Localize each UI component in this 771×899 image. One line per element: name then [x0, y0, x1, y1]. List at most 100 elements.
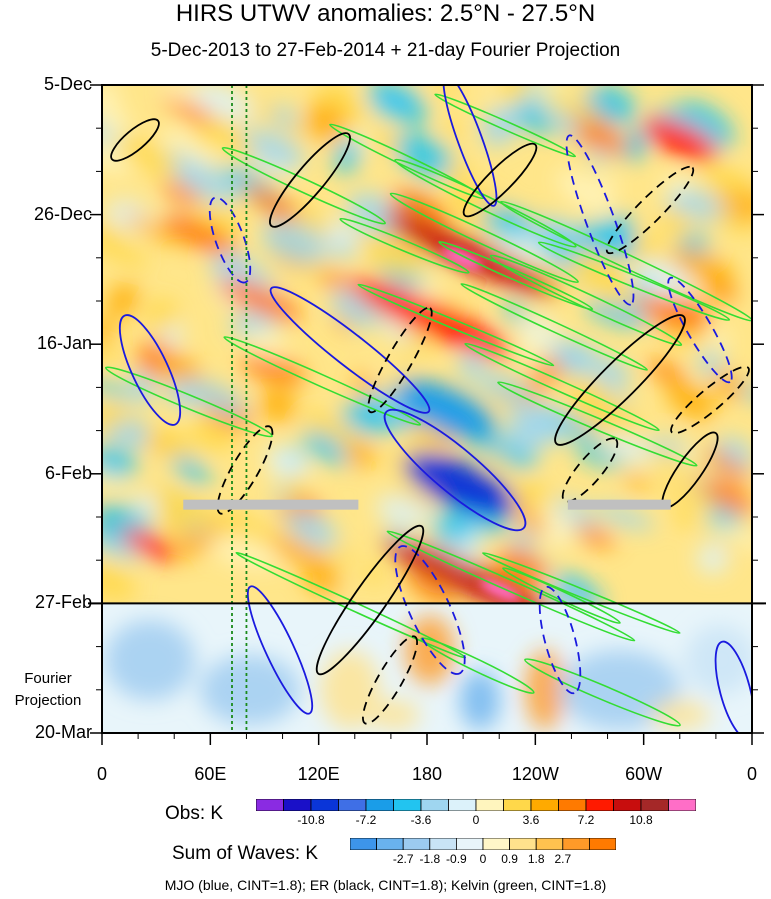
anomaly-streak	[218, 278, 302, 322]
anomaly-streak	[122, 529, 178, 561]
mjo-contour	[269, 286, 431, 414]
colorbar-swatch	[668, 799, 696, 811]
colorbar-swatch	[558, 799, 587, 811]
colorbar-swatch	[475, 799, 504, 811]
colorbar-swatch	[393, 799, 422, 811]
wave-contours	[104, 85, 752, 733]
obs-blotch	[159, 85, 203, 103]
projection-blob	[525, 650, 565, 730]
colorbar-swatch	[283, 799, 312, 811]
kelvin-contour	[223, 336, 422, 426]
x-tick-label: 60W	[625, 764, 663, 784]
colorbar-tick-label: 7.2	[577, 813, 595, 827]
obs-blotch	[102, 423, 148, 447]
obs-blotch	[710, 522, 752, 552]
kelvin-contour	[357, 283, 555, 367]
x-tick-label: 60E	[194, 764, 227, 784]
obs-blotch	[161, 92, 219, 128]
obs-blotch	[502, 301, 525, 322]
obs-blotch	[703, 478, 752, 516]
anomaly-peak	[441, 247, 483, 269]
obs-blotch	[237, 129, 305, 170]
obs-blotch	[704, 449, 752, 481]
obs-blotch	[145, 298, 179, 331]
colorbar-tick-label: 2.7	[554, 852, 572, 866]
obs-blotch	[360, 232, 424, 278]
anomaly-heatmap	[102, 85, 752, 733]
colorbar-swatch	[376, 838, 404, 850]
obs-blotch	[210, 535, 280, 569]
colorbar-swatch	[402, 838, 431, 850]
obs-blotch	[213, 510, 274, 553]
er-contour	[362, 635, 418, 725]
y-tick-label: 26-Dec	[33, 203, 92, 224]
colorbar-swatch	[456, 838, 484, 850]
colorbar-swatch	[613, 799, 642, 811]
obs-blotch	[270, 105, 299, 128]
kelvin-contour	[499, 200, 752, 322]
kelvin-contour	[389, 192, 579, 284]
obs-blotch	[345, 441, 376, 468]
colorbar-swatch	[530, 799, 559, 811]
colorbar-tick-label: 3.6	[522, 813, 540, 827]
er-contour	[670, 365, 750, 435]
obs-blotch	[507, 98, 556, 135]
obs-blotch	[192, 85, 254, 121]
kelvin-contour	[464, 342, 660, 432]
obs-blotch	[487, 452, 511, 470]
projection-blob	[685, 625, 752, 695]
obs-blotch	[261, 220, 327, 264]
obs-blotch	[102, 445, 138, 478]
colorbar-tick-label: -2.7	[392, 852, 414, 866]
kelvin-contour	[497, 381, 698, 467]
colorbar-tick-label: -10.8	[297, 813, 325, 827]
anomaly-streak	[393, 379, 497, 441]
obs-blotch	[102, 467, 132, 492]
kelvin-contour	[460, 283, 648, 371]
colorbar-swatch	[482, 838, 511, 850]
mjo-contour	[565, 134, 635, 306]
er-contour	[315, 524, 425, 676]
colorbar-swatch	[350, 838, 378, 850]
mjo-contour	[394, 545, 466, 675]
obs-blotch	[102, 102, 132, 136]
obs-blotch	[172, 455, 211, 485]
obs-blotch	[107, 283, 139, 318]
colorbar-tick-label: 0	[479, 852, 487, 866]
obs-blotch	[303, 561, 342, 596]
obs-blotch	[368, 85, 429, 125]
chart-subtitle: 5-Dec-2013 to 27-Feb-2014 + 21-day Fouri…	[150, 40, 621, 61]
anomaly-streak	[404, 453, 516, 517]
obs-blotch	[432, 511, 474, 543]
obs-blotch	[701, 165, 752, 197]
colorbar-tick-label: 10.8	[629, 813, 653, 827]
obs-blotch	[329, 241, 357, 259]
mjo-contour	[442, 85, 498, 207]
obs-blotch	[375, 316, 416, 345]
er-contour	[269, 132, 351, 228]
colorbar-swatch	[448, 799, 477, 811]
obs-blotch	[705, 281, 738, 302]
chart-title: HIRS UTWV anomalies: 2.5°N - 27.5°N	[175, 0, 596, 27]
obs-blotch	[474, 437, 537, 470]
obs-blotch	[495, 85, 529, 105]
obs-blotch	[556, 169, 616, 216]
projection-blob	[105, 620, 195, 700]
er-contour	[216, 425, 274, 515]
sum-colorbar-label: Sum of Waves: K	[172, 843, 319, 864]
obs-blotch	[633, 260, 692, 300]
mjo-contour	[246, 585, 314, 715]
mjo-contour	[383, 408, 527, 532]
colorbar-swatch	[256, 799, 284, 811]
kelvin-contour	[524, 658, 681, 727]
y-tick-label: 27-Feb	[34, 592, 92, 613]
colorbar-tick-label: -1.8	[419, 852, 441, 866]
colorbar-tick-label: 1.8	[527, 852, 545, 866]
obs-blotch	[572, 525, 616, 548]
obs-blotch	[266, 445, 309, 477]
kelvin-contour	[481, 552, 681, 634]
anomaly-streak	[163, 215, 237, 255]
colorbar-tick-label: -0.9	[446, 852, 467, 866]
kelvin-contour	[386, 530, 636, 642]
obs-blotch	[363, 564, 385, 585]
